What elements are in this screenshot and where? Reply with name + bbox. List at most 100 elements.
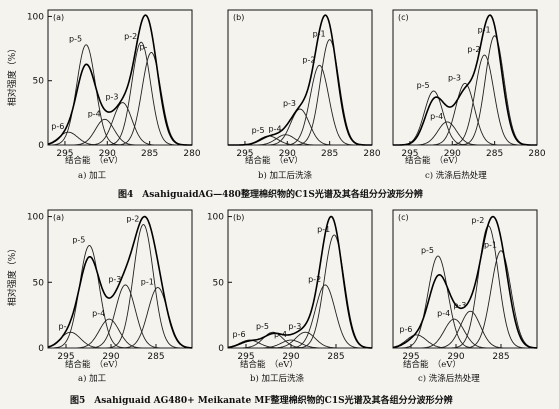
fig5-a-component-3 <box>48 284 192 349</box>
fig4-b-component-5 <box>228 39 372 146</box>
fig5-b-ytick-label: 50 <box>213 278 225 288</box>
fig5-panel-c-subcaption: c) 洗涤后热处理 <box>418 373 480 384</box>
fig5-b-peak-label-1: p-6 <box>233 330 246 339</box>
fig4-panel-b-xlabel: 结合能 （eV） <box>245 155 303 166</box>
fig5-a-panel: (a) 295 290 285 0 50 100 p-5 p-4 p-3 p-2 p-1 p- <box>27 209 193 362</box>
fig4-b-peak-label-4: p-2 <box>302 55 315 64</box>
fig4-c-peak-label-3: p-3 <box>448 73 461 82</box>
fig5-c-xtick-label: 285 <box>492 352 509 362</box>
fig5-b-ytick-label: 0 <box>218 344 224 354</box>
fig4-b-panel: (b) 295 290 285 280 p-5 p-4 p-3 p-2 p-1 <box>227 9 381 159</box>
fig5-c-peak-label-6: p-1 <box>484 241 497 250</box>
fig5-b-panel-label: (b) <box>233 213 244 222</box>
fig5-c-panel-label: (c) <box>398 213 409 222</box>
fig5-b-peak-label-3: p-4 <box>274 330 287 339</box>
fig4-b-frame <box>227 9 373 146</box>
fig4-c-xtick-label: 295 <box>401 149 418 159</box>
fig4-a-xtick-label: 290 <box>99 149 116 159</box>
fig4-c-xtick-label: 285 <box>486 149 503 159</box>
fig5-b-ytick-label: 100 <box>207 213 224 223</box>
fig5-c-peak-label-2: p-5 <box>421 246 434 255</box>
fig4-c-peak-label-1: p-5 <box>417 81 430 90</box>
fig4-a-panel-label: (a) <box>53 13 64 22</box>
fig5-b-peak-label-6: p-1 <box>317 225 330 234</box>
fig4-panel-c-xlabel: 结合能 （eV） <box>405 155 463 166</box>
fig5-a-xtick-label: 290 <box>102 352 119 362</box>
fig4-ylabel: 相对强度（%） <box>6 44 18 107</box>
fig5-a-peak-label-1: p-5 <box>72 235 85 244</box>
fig4-b-xtick-label: 285 <box>321 149 338 159</box>
fig5-panel-b-xlabel: 结合能 （eV） <box>240 359 298 370</box>
fig4-b-panel-label: (b) <box>233 13 244 22</box>
fig4-a-component-5 <box>48 41 192 146</box>
fig4-a-panel: (a) 295 290 285 280 0 50 100 p-6 p-5 p-4 p-3 p-2p- <box>27 9 201 159</box>
fig5-b-panel: (b) 295 290 285 0 50 100 p-6 p-5 p-4p-3 p-2 p-1 <box>207 209 373 362</box>
fig4-b-xtick-label: 295 <box>236 149 253 159</box>
fig5-a-xtick-label: 295 <box>57 352 74 362</box>
fig4-panel-a-xlabel: 结合能 （eV） <box>65 155 123 166</box>
fig5-b-envelope <box>227 215 372 349</box>
fig4-c-peak-label-4: p-2 <box>467 45 480 54</box>
fig4-a-xtick-label: 295 <box>56 149 73 159</box>
fig5-a-peak-label-3: p-3 <box>108 275 121 284</box>
fig5-a-panel-label: (a) <box>53 213 64 222</box>
fig4-b-component-3 <box>228 108 372 146</box>
fig5-panel-c-xlabel: 结合能 （eV） <box>403 359 461 370</box>
fig5-caption: 图5 Asahiguaid AG480+ Meikanate MF整理棉织物的C… <box>70 394 453 406</box>
fig4-c-xtick-label: 290 <box>444 149 461 159</box>
fig4-a-peak-label-3: p-4 <box>88 109 101 118</box>
fig4-a-envelope <box>47 14 192 146</box>
fig5-c-peak-label-4: p-3 <box>453 301 466 310</box>
fig5-a-xtick-label: 285 <box>147 352 164 362</box>
fig4-b-xtick-label: 290 <box>279 149 296 159</box>
fig4-c-peak-label-2: p-4 <box>430 112 443 121</box>
fig4-b-peak-label-5: p-1 <box>313 30 326 39</box>
fig5-c-peak-label-5: p-2 <box>471 216 484 225</box>
fig5-a-peak-label-5: p-1 <box>141 278 154 287</box>
fig4-panel-a-subcaption: a) 加工 <box>78 170 107 181</box>
fig4-caption: 图4 AsahiguaidAG—480整理棉织物的C1S光谱及其各组分分波形分辨 <box>118 188 423 200</box>
fig4-c-envelope <box>393 14 537 146</box>
fig5-b-xtick-label: 295 <box>237 352 254 362</box>
fig5-ylabel: 相对强度（%） <box>6 244 18 307</box>
fig4-c-xtick-label: 280 <box>528 149 545 159</box>
fig4-a-peak-label-1: p-6 <box>51 122 64 131</box>
fig5-c-xtick-label: 290 <box>447 352 464 362</box>
fig4-a-peak-label-4: p-3 <box>105 93 118 102</box>
fig5-c-peak-label-1: p-6 <box>399 325 412 334</box>
fig5-panel-b-subcaption: b) 加工后洗涤 <box>250 373 304 384</box>
fig5-a-envelope <box>47 215 193 349</box>
fig4-b-envelope <box>228 14 372 146</box>
fig5-a-peak-label-6: p- <box>59 322 67 331</box>
fig5-c-component-5 <box>393 225 537 349</box>
fig5-b-xtick-label: 285 <box>327 352 344 362</box>
fig4-b-peak-label-2: p-4 <box>269 125 282 134</box>
fig4-panel-b-subcaption: b) 加工后洗涤 <box>258 170 312 181</box>
fig5-a-peak-label-2: p-4 <box>92 309 105 318</box>
fig4-a-xtick-label: 285 <box>141 149 158 159</box>
fig5-b-peak-label-5: p-2 <box>308 275 321 284</box>
fig5-a-ytick-label: 0 <box>38 344 44 354</box>
fig5-a-component-6 <box>47 331 192 349</box>
fig5-c-envelope <box>392 215 537 349</box>
fig4-b-peak-label-3: p-3 <box>283 99 296 108</box>
fig4-a-ytick-label: 100 <box>27 12 44 22</box>
fig4-c-panel-label: (c) <box>398 13 409 22</box>
fig4-c-component-4 <box>393 54 537 146</box>
fig5-a-component-5 <box>48 287 192 349</box>
fig5-c-panel: (c) 295 290 285 p-6 p-5 p-4p-3 p-2 p-1 <box>392 209 538 362</box>
fig4-b-xtick-label: 280 <box>363 149 380 159</box>
fig5-panel-a-subcaption: a) 加工 <box>78 373 107 384</box>
fig4-c-component-5 <box>393 35 537 146</box>
fig4-a-ytick-label: 50 <box>33 77 45 87</box>
fig4-b-peak-label-1: p-5 <box>252 126 265 135</box>
fig5-a-ytick-label: 50 <box>33 278 45 288</box>
panels-layer: (a)295 290 285 280050100p-6p-5p-4p-3p-2p-(b… <box>27 9 546 362</box>
fig4-a-peak-label-6: p- <box>139 42 147 51</box>
fig5-a-ytick-label: 100 <box>27 213 44 223</box>
fig4-a-xtick-label: 280 <box>183 149 200 159</box>
fig5-b-peak-label-2: p-5 <box>256 322 269 331</box>
fig4-a-peak-label-5: p-2 <box>124 32 137 41</box>
fig5-a-peak-label-4: p-2 <box>126 214 139 223</box>
